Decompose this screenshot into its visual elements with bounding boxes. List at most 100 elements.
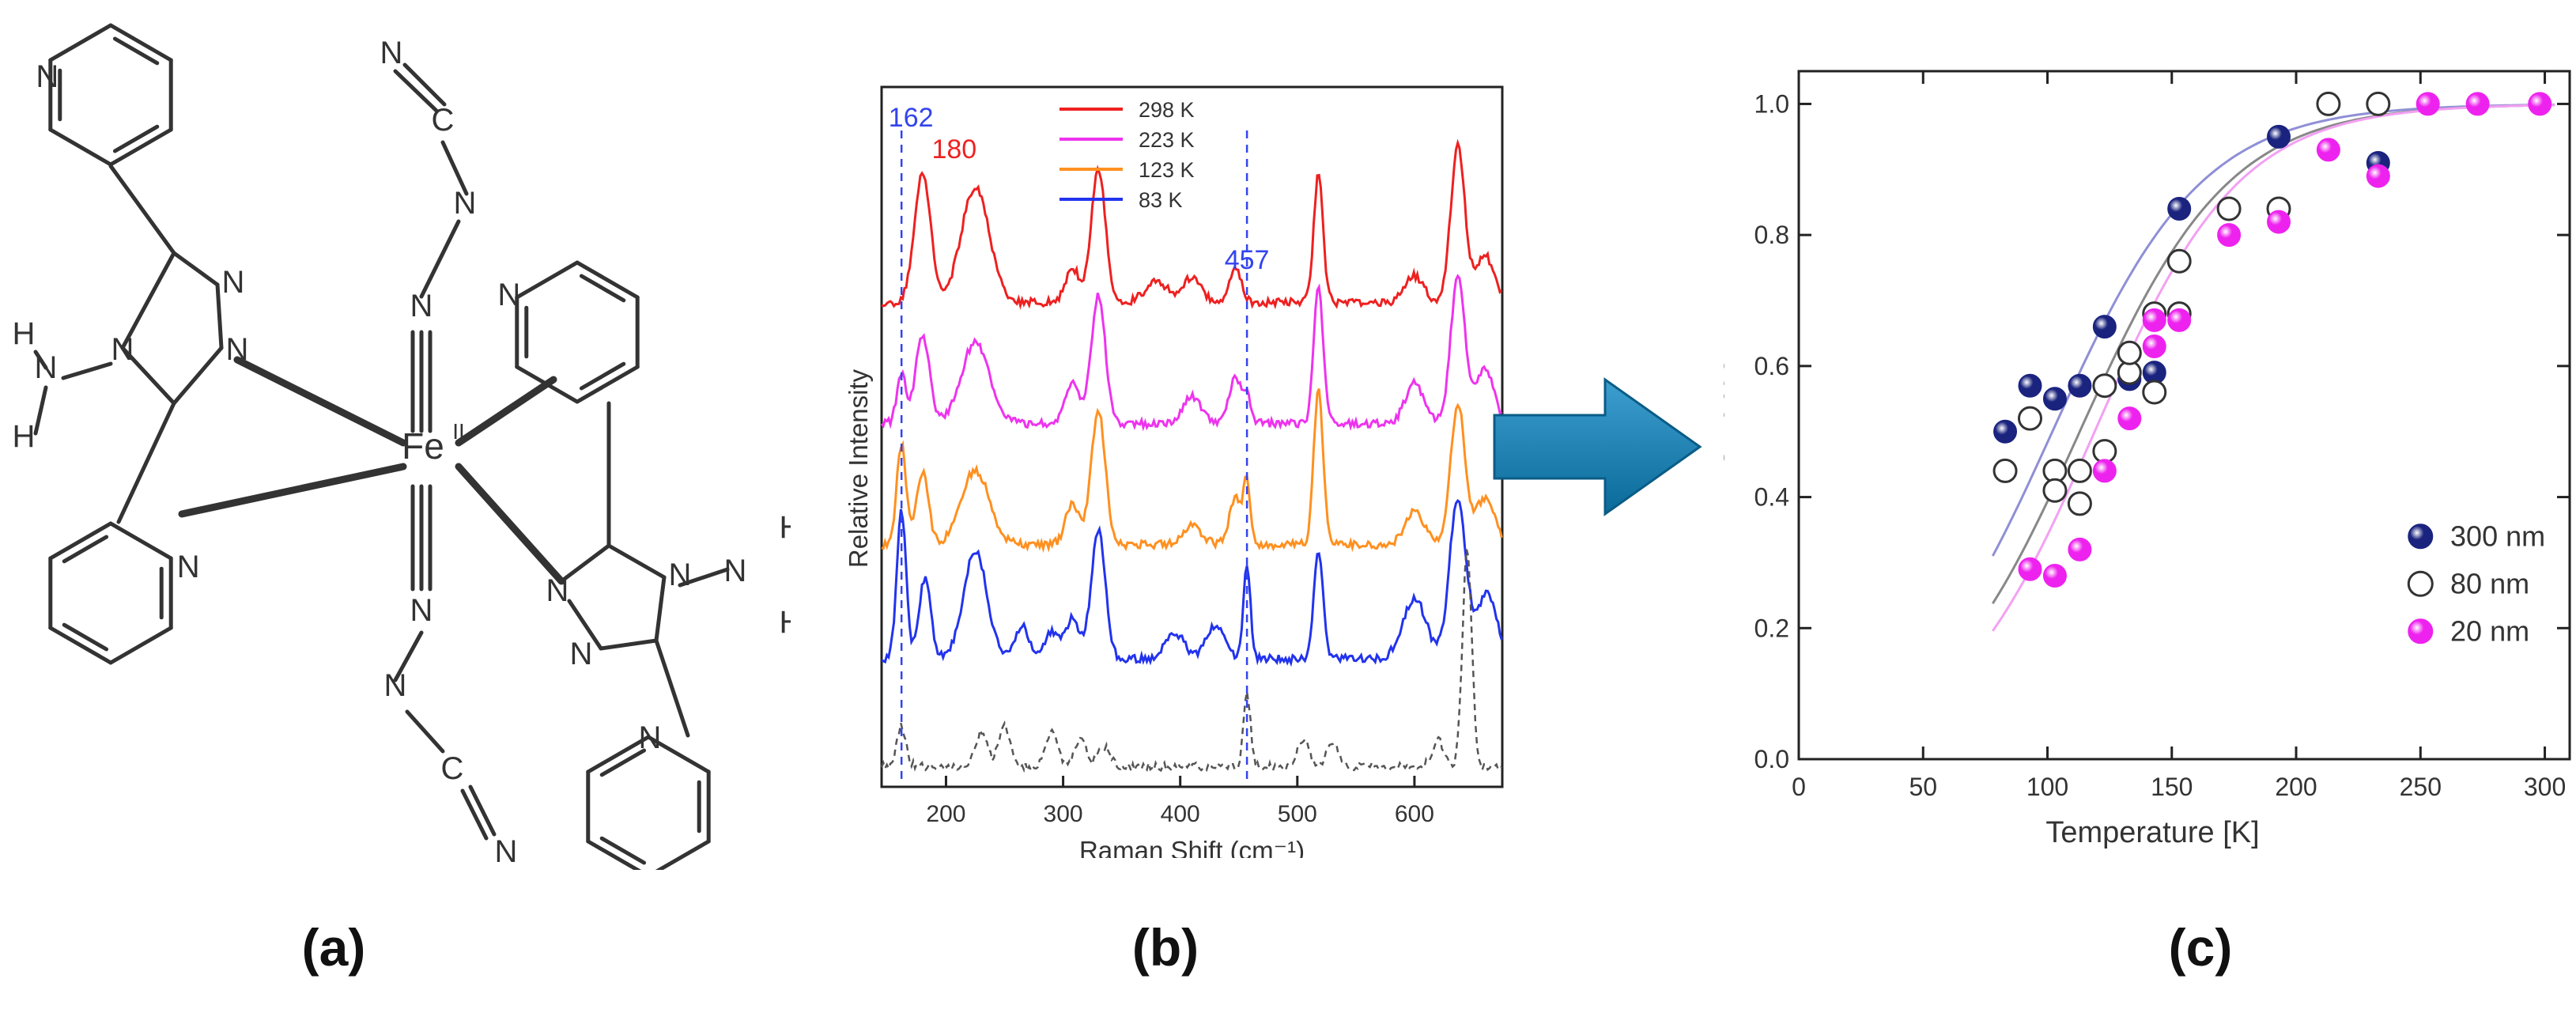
bond xyxy=(575,260,640,300)
data-point-20nm xyxy=(2042,564,2067,588)
right-arrow-icon xyxy=(1493,377,1702,516)
bond xyxy=(112,36,160,66)
x-axis-label: Raman Shift (cm⁻¹) xyxy=(1079,836,1305,858)
bond xyxy=(393,69,439,113)
data-point-20nm xyxy=(2167,308,2192,332)
atom-label: N xyxy=(669,558,692,592)
bond xyxy=(575,365,640,404)
atom-label: H xyxy=(780,605,791,640)
y-tick-label: 0.6 xyxy=(1754,352,1789,380)
atom-label: N xyxy=(454,186,477,221)
bond xyxy=(393,630,424,682)
metal-oxidation-label: II xyxy=(452,419,465,444)
atom-label: N xyxy=(546,573,569,608)
y-tick-label: 0.0 xyxy=(1754,745,1789,773)
atom-label: N xyxy=(380,36,403,70)
bond xyxy=(579,361,626,391)
data-point-20nm xyxy=(2415,92,2440,116)
atom-label: N xyxy=(177,550,200,584)
bond xyxy=(515,260,580,300)
x-tick-label: 400 xyxy=(1161,801,1200,827)
atom-label: N xyxy=(410,289,433,323)
bond xyxy=(655,839,711,870)
data-point-20nm xyxy=(2117,406,2142,431)
legend-label-223K: 223 K xyxy=(1139,128,1195,152)
atom-label: N xyxy=(410,593,433,628)
data-point-20nm xyxy=(2366,164,2390,188)
data-point-20nm xyxy=(2092,459,2117,483)
data-point-20nm xyxy=(2465,92,2490,116)
spectrum-line-123K xyxy=(881,388,1503,554)
bond xyxy=(419,219,461,299)
data-point-80nm xyxy=(1992,458,2018,483)
bond xyxy=(112,124,160,153)
legend-marker-20nm xyxy=(2408,618,2434,644)
bond xyxy=(108,127,173,167)
bond xyxy=(460,788,489,841)
spectrum-line-83K xyxy=(881,499,1503,667)
data-point-20nm xyxy=(2142,308,2166,332)
bond xyxy=(120,346,176,406)
bond xyxy=(678,567,730,588)
atom-label: C xyxy=(441,751,464,786)
data-point-20nm xyxy=(2018,557,2042,581)
hs-fraction-chart: 0 50 100 150 200 250 300 0.0 0.2 0.4 0.6 0.8 1.0 Temp… xyxy=(1724,70,2571,849)
data-point-80nm xyxy=(2067,458,2092,483)
bond xyxy=(116,401,176,524)
bond xyxy=(599,748,647,777)
bond xyxy=(402,62,447,107)
atom-label: N xyxy=(495,834,518,869)
bond xyxy=(172,346,224,406)
bond xyxy=(579,274,626,303)
reference-spectrum-line xyxy=(880,549,1503,774)
y-axis-label: Relative Intensity xyxy=(844,369,873,568)
bond xyxy=(33,350,48,370)
data-point-80nm xyxy=(2216,196,2242,221)
y-tick-label: 1.0 xyxy=(1754,89,1789,118)
atom-label: H xyxy=(13,419,36,454)
data-point-80nm xyxy=(2042,478,2068,503)
legend-marker-300nm xyxy=(2408,524,2434,550)
x-tick-label: 250 xyxy=(2400,773,2442,801)
bond xyxy=(108,626,173,665)
bond xyxy=(108,23,173,62)
bond xyxy=(33,385,48,436)
data-point-80nm xyxy=(2366,91,2391,116)
legend-label-80nm: 80 nm xyxy=(2450,567,2529,599)
bond xyxy=(61,361,113,380)
x-tick-label: 200 xyxy=(2275,773,2317,801)
bond xyxy=(440,140,469,196)
panel-label-c: (c) xyxy=(2168,918,2233,977)
x-tick-label: 0 xyxy=(1792,773,1806,801)
atom-label: N xyxy=(111,332,134,367)
data-point-20nm xyxy=(2267,210,2291,234)
bond xyxy=(455,376,557,447)
panel-label-b: (b) xyxy=(1131,918,1199,977)
legend-label-83K: 83 K xyxy=(1139,188,1183,212)
data-point-300nm xyxy=(2042,387,2067,411)
bond xyxy=(405,709,445,754)
annotation-162: 162 xyxy=(889,103,934,133)
data-point-20nm xyxy=(2217,223,2242,248)
atom-label: H xyxy=(780,510,791,545)
x-tick-label: 100 xyxy=(2026,773,2068,801)
bond xyxy=(48,626,113,665)
bond xyxy=(468,784,497,837)
legend-marker-80nm xyxy=(2407,570,2434,597)
bond xyxy=(654,575,667,643)
x-axis-label: Temperature [K] xyxy=(2045,816,2259,849)
data-point-80nm xyxy=(2092,373,2117,399)
data-point-80nm xyxy=(2142,380,2167,405)
annotation-180: 180 xyxy=(931,134,976,164)
bond xyxy=(233,356,407,447)
data-point-300nm xyxy=(2018,373,2042,398)
bond xyxy=(62,535,109,564)
bond xyxy=(48,127,113,167)
data-point-300nm xyxy=(1993,419,2018,444)
data-point-300nm xyxy=(2092,315,2117,339)
bond xyxy=(108,164,176,255)
legend-label-300nm: 300 nm xyxy=(2450,520,2545,552)
data-point-80nm xyxy=(2067,491,2092,516)
atom-label: C xyxy=(432,103,455,138)
y-tick-label: 0.2 xyxy=(1754,614,1789,642)
